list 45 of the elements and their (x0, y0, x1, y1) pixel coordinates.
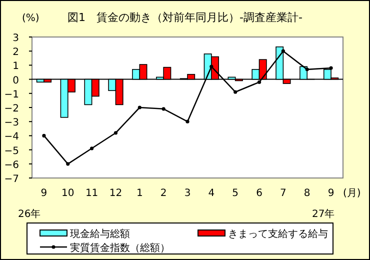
x-tick-label: 1 (136, 188, 143, 199)
point (281, 49, 285, 53)
legend-label: きまって支給する給与 (228, 228, 328, 240)
x-tick-label: 3 (184, 188, 191, 199)
point (305, 68, 309, 72)
chart-title: 図1 賃金の動き（対前年同月比）-調査産業計- (68, 11, 302, 24)
x-tick-label: 2 (160, 188, 167, 199)
y-tick-label: 0 (12, 75, 19, 86)
x-tick-label: 11 (85, 188, 98, 199)
point (186, 120, 190, 124)
point (329, 66, 333, 70)
point (66, 162, 70, 166)
x-tick-label: 9 (40, 188, 48, 199)
x-tick-label: 5 (232, 188, 239, 199)
y-tick-label: −5 (4, 146, 19, 157)
point (162, 107, 166, 111)
point (42, 134, 46, 138)
y-tick-label: −1 (4, 89, 19, 100)
legend-label: 実質賃金指数（総額） (70, 242, 170, 254)
x-tick-label: 10 (62, 188, 74, 199)
point (114, 131, 118, 135)
point (138, 106, 142, 110)
text: (%) (22, 13, 40, 24)
x-tick-label: 8 (304, 188, 310, 199)
point (257, 80, 262, 84)
y-tick-label: −3 (4, 118, 19, 129)
x-tick-label: 6 (256, 188, 262, 199)
x-tick-label: 4 (208, 188, 215, 199)
y-tick-label: −7 (4, 174, 19, 185)
y-tick-label: 1 (12, 61, 19, 72)
y-tick-label: −4 (4, 132, 19, 143)
y-tick-label: 2 (12, 47, 19, 58)
y-tick-label: −6 (4, 160, 19, 171)
point (234, 90, 238, 94)
legend-label: 現金給与総額 (70, 228, 130, 240)
point (210, 64, 214, 68)
x-tick-label: 12 (109, 188, 122, 199)
y-tick-label: −2 (4, 104, 19, 114)
text: 26年 (18, 208, 41, 220)
x-tick-label: 9 (328, 188, 334, 199)
text: 27年 (312, 208, 335, 220)
x-tick-label: 7 (280, 188, 286, 199)
y-tick-label: 3 (12, 33, 19, 44)
point (90, 146, 94, 150)
text: (月) (343, 188, 361, 199)
